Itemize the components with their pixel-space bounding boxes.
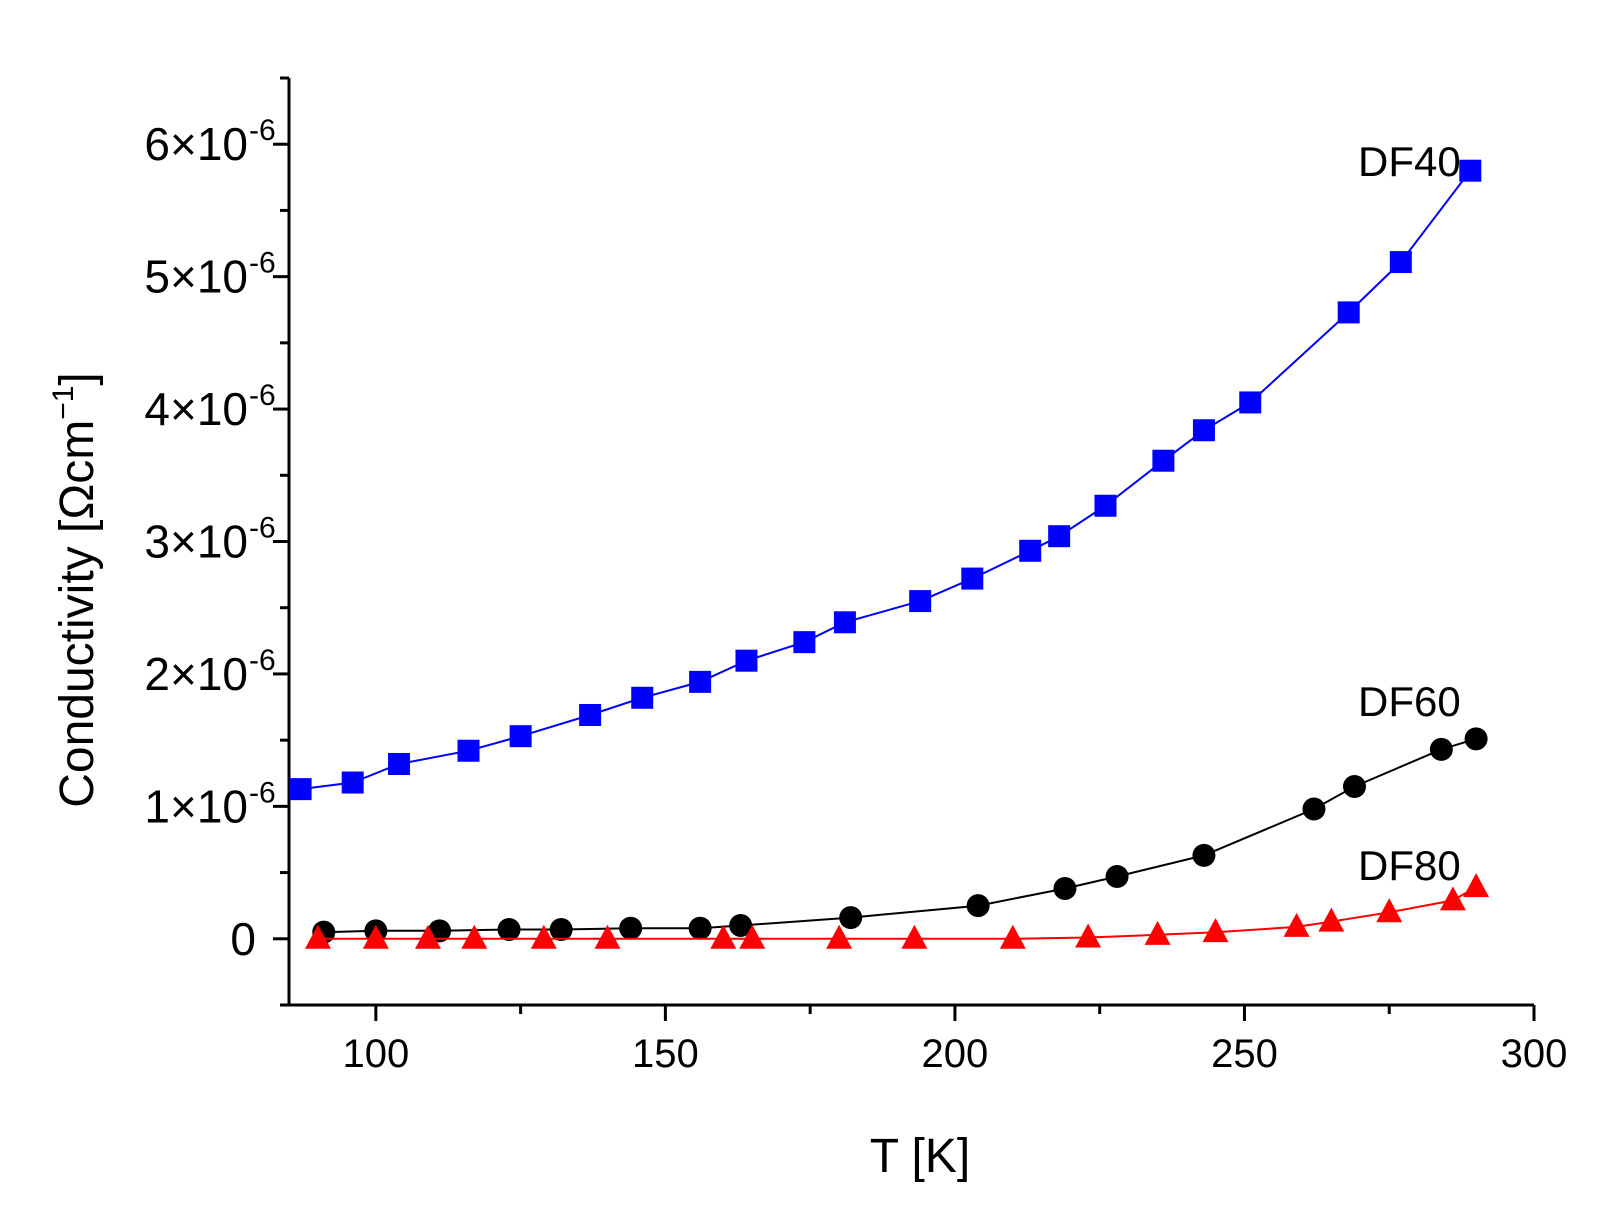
x-tick-label: 100 bbox=[342, 1032, 409, 1076]
y-tick-exponent: -6 bbox=[249, 512, 276, 545]
data-point-circle bbox=[1053, 876, 1077, 900]
series-labels: DF40 DF60 DF80 bbox=[1358, 138, 1461, 889]
series-label-df40: DF40 bbox=[1358, 138, 1461, 185]
y-tick-label: 5×10 bbox=[144, 251, 248, 303]
data-point-triangle bbox=[594, 924, 621, 949]
y-tick-label: 6×10 bbox=[144, 118, 248, 170]
data-point-triangle bbox=[1463, 873, 1490, 898]
series-df80 bbox=[304, 873, 1490, 949]
data-point-triangle bbox=[1283, 912, 1310, 937]
data-point-circle bbox=[1192, 843, 1216, 867]
data-point-square bbox=[631, 686, 654, 709]
data-point-circle bbox=[1464, 727, 1488, 751]
x-axis-title: T [K] bbox=[870, 1130, 970, 1183]
y-tick-exponent: -6 bbox=[249, 114, 276, 147]
data-point-triangle bbox=[1376, 898, 1403, 923]
data-point-circle bbox=[1105, 865, 1129, 889]
y-tick-exponent: -6 bbox=[249, 644, 276, 677]
data-point-triangle bbox=[1202, 918, 1229, 943]
data-point-square bbox=[1048, 525, 1071, 548]
data-point-square bbox=[689, 670, 712, 693]
data-point-square bbox=[388, 752, 411, 775]
y-axis-title-close: ] bbox=[51, 372, 104, 385]
series-line-df40 bbox=[300, 170, 1472, 791]
series-label-df60: DF60 bbox=[1358, 678, 1461, 725]
data-point-circle bbox=[549, 918, 573, 942]
data-point-circle bbox=[966, 894, 990, 918]
data-point-square bbox=[909, 590, 932, 613]
data-point-circle bbox=[1342, 774, 1366, 798]
series-df40 bbox=[289, 159, 1482, 801]
data-point-square bbox=[833, 611, 856, 634]
y-axis-title-exponent: −1 bbox=[47, 386, 80, 420]
y-tick-exponent: -6 bbox=[249, 247, 276, 280]
y-tick-label: 0 bbox=[230, 913, 256, 965]
data-point-square bbox=[735, 649, 758, 672]
data-point-square bbox=[1239, 391, 1262, 414]
data-point-square bbox=[289, 778, 312, 801]
series-layer bbox=[289, 159, 1490, 949]
data-point-square bbox=[457, 739, 480, 762]
data-point-square bbox=[1192, 419, 1215, 442]
data-point-triangle bbox=[304, 924, 331, 949]
series-df60 bbox=[312, 727, 1488, 944]
data-point-square bbox=[1389, 251, 1412, 274]
data-point-square bbox=[793, 631, 816, 654]
y-tick-label: 2×10 bbox=[144, 648, 248, 700]
data-point-circle bbox=[729, 914, 753, 938]
data-point-square bbox=[509, 725, 532, 748]
data-point-triangle bbox=[1318, 907, 1345, 932]
x-tick-label: 300 bbox=[1501, 1032, 1568, 1076]
series-line-df60 bbox=[323, 737, 1477, 934]
y-tick-label: 1×10 bbox=[144, 780, 248, 832]
data-point-circle bbox=[1302, 797, 1326, 821]
data-point-circle bbox=[688, 916, 712, 940]
data-point-triangle bbox=[999, 924, 1026, 949]
data-point-square bbox=[1152, 449, 1175, 472]
data-point-square bbox=[1019, 539, 1042, 562]
y-tick-exponent: -6 bbox=[249, 776, 276, 809]
data-point-circle bbox=[497, 918, 521, 942]
data-point-triangle bbox=[1439, 886, 1466, 911]
data-point-square bbox=[1094, 494, 1117, 517]
y-tick-label: 4×10 bbox=[144, 383, 248, 435]
data-point-triangle bbox=[461, 924, 488, 949]
data-point-square bbox=[961, 567, 984, 590]
data-point-circle bbox=[619, 916, 643, 940]
data-point-triangle bbox=[901, 924, 928, 949]
x-ticks: 100 150 200 250 300 bbox=[342, 1005, 1567, 1076]
y-axis-title: Conductivity [Ωcm−1] bbox=[47, 372, 104, 808]
data-point-square bbox=[1337, 301, 1360, 324]
y-axis-title-main: Conductivity [Ωcm bbox=[51, 420, 104, 808]
x-tick-label: 150 bbox=[632, 1032, 699, 1076]
data-point-triangle bbox=[1075, 923, 1102, 948]
y-tick-label: 3×10 bbox=[144, 516, 248, 568]
data-point-triangle bbox=[362, 924, 389, 949]
x-tick-label: 250 bbox=[1211, 1032, 1278, 1076]
y-tick-exponent: -6 bbox=[249, 379, 276, 412]
y-ticks: 01×10 -62×10 -63×10 -64×10 -65×10 -66×10 -6 bbox=[144, 76, 289, 1007]
data-point-square bbox=[1459, 159, 1482, 182]
series-label-df80: DF80 bbox=[1358, 842, 1461, 889]
data-point-triangle bbox=[1144, 920, 1171, 945]
data-point-circle bbox=[839, 906, 863, 930]
data-point-square bbox=[579, 703, 602, 726]
axes bbox=[287, 78, 1534, 1007]
data-point-square bbox=[341, 771, 364, 794]
data-point-triangle bbox=[826, 924, 853, 949]
data-point-circle bbox=[1429, 737, 1453, 761]
data-point-triangle bbox=[530, 924, 557, 949]
data-point-triangle bbox=[710, 924, 737, 949]
data-point-triangle bbox=[414, 924, 441, 949]
x-tick-label: 200 bbox=[922, 1032, 989, 1076]
data-point-triangle bbox=[739, 924, 766, 949]
